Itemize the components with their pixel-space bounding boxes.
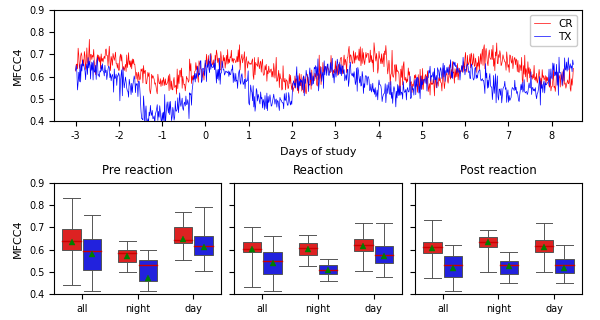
Bar [555, 259, 574, 273]
Bar [243, 242, 261, 252]
Title: Post reaction: Post reaction [460, 164, 537, 177]
CR [451, 81, 458, 85]
Bar [375, 246, 393, 263]
TX [451, 64, 458, 68]
Bar [62, 228, 81, 250]
CR [375, 66, 382, 70]
Bar [319, 265, 337, 274]
TX [72, 68, 79, 72]
Bar [444, 256, 462, 276]
TX [376, 78, 383, 82]
TX [206, 52, 214, 56]
Bar [118, 250, 136, 262]
Bar [174, 228, 192, 243]
TX [502, 88, 509, 92]
Bar [263, 252, 282, 274]
Bar [423, 242, 442, 253]
Line: CR: CR [76, 39, 574, 96]
Bar [500, 261, 518, 274]
Bar [479, 237, 497, 247]
Bar [299, 243, 317, 255]
CR [86, 37, 93, 41]
Line: TX: TX [76, 54, 574, 127]
Title: Pre reaction: Pre reaction [102, 164, 173, 177]
TX [570, 62, 577, 66]
Bar [194, 236, 213, 255]
Legend: CR, TX: CR, TX [530, 15, 577, 46]
Bar [139, 260, 157, 281]
Y-axis label: MFCC4: MFCC4 [13, 219, 23, 258]
TX [103, 68, 110, 72]
Bar [83, 238, 101, 270]
CR [431, 94, 438, 98]
TX [391, 84, 398, 88]
CR [103, 54, 110, 58]
CR [362, 56, 369, 60]
CR [570, 67, 577, 70]
TX [141, 125, 148, 129]
Y-axis label: MFCC4: MFCC4 [13, 46, 23, 85]
Title: Reaction: Reaction [292, 164, 344, 177]
CR [72, 69, 79, 73]
CR [502, 60, 509, 64]
Bar [535, 240, 553, 252]
TX [362, 74, 370, 77]
X-axis label: Days of study: Days of study [280, 147, 356, 156]
CR [390, 76, 397, 79]
Bar [354, 238, 373, 251]
